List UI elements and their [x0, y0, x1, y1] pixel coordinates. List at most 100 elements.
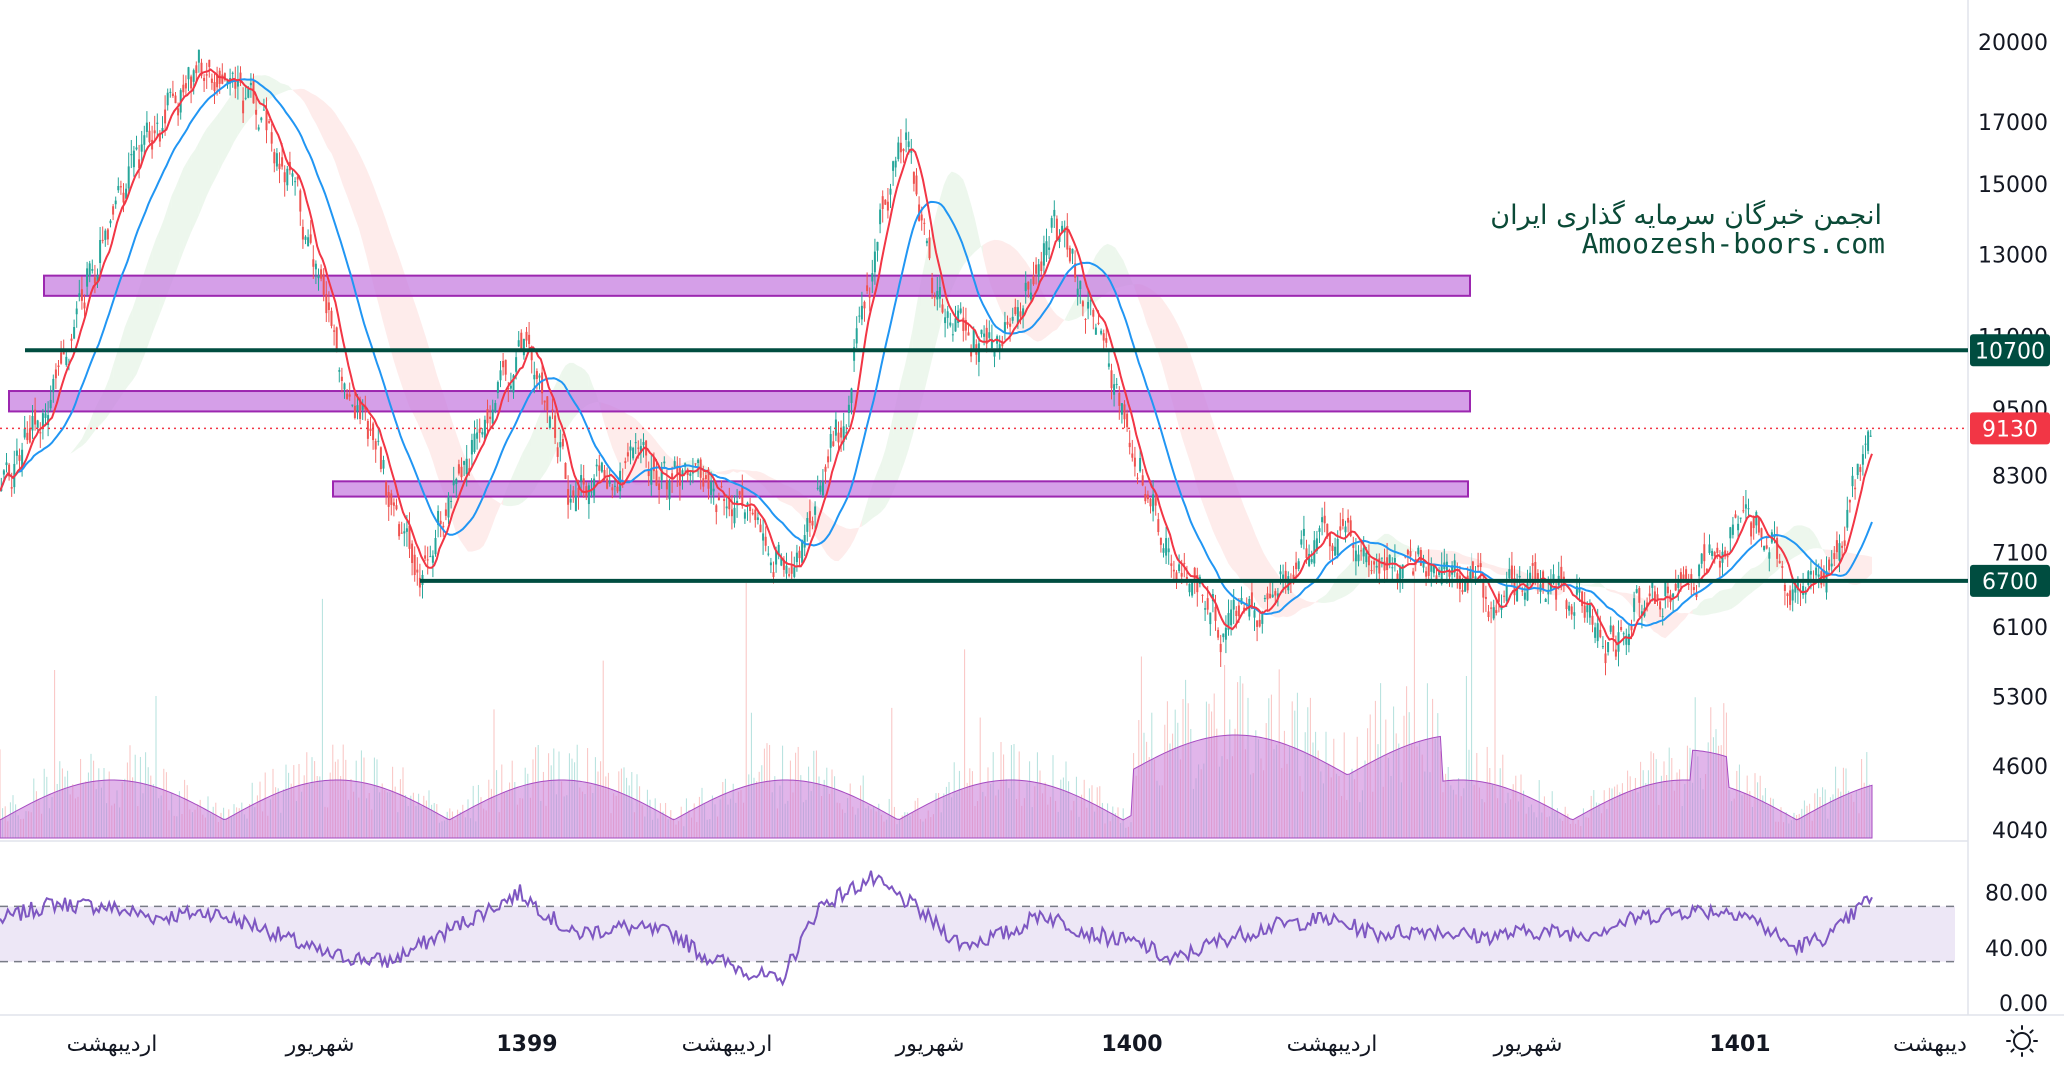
cloud-segment — [1251, 525, 1256, 601]
candle-body — [600, 462, 603, 472]
candle-body — [1006, 321, 1009, 325]
cloud-segment — [1727, 588, 1732, 611]
candle-body — [1438, 570, 1441, 575]
sun-gear-icon[interactable] — [2006, 1025, 2038, 1057]
cloud-segment — [1302, 598, 1307, 609]
candle-body — [283, 172, 286, 183]
cloud-segment — [955, 172, 960, 281]
candle-body — [208, 59, 211, 67]
candle-body — [1817, 574, 1820, 577]
candle-body — [1690, 574, 1693, 581]
candle-body — [390, 493, 393, 505]
cloud-segment — [214, 113, 219, 181]
cloud-segment — [1201, 385, 1206, 511]
candle-body — [1861, 454, 1864, 465]
candle-body — [112, 206, 115, 215]
candle-body — [21, 449, 24, 469]
candle-body — [403, 531, 406, 534]
candle-body — [962, 317, 965, 331]
cloud-segment — [928, 229, 933, 376]
candle-body — [1162, 548, 1165, 553]
cloud-segment — [850, 528, 855, 547]
candle-body — [702, 478, 705, 487]
price-badge-label: 6700 — [1982, 570, 2038, 595]
candle-body — [1854, 487, 1857, 490]
cloud-segment — [1790, 526, 1794, 561]
price-tick-label: 7100 — [1992, 541, 2048, 566]
cloud-segment — [159, 219, 164, 315]
cloud-segment — [1177, 324, 1182, 437]
cloud-segment — [1489, 564, 1494, 572]
cloud-segment — [1326, 589, 1330, 603]
cloud-segment — [195, 142, 199, 224]
candle-body — [1869, 435, 1872, 437]
cloud-segment — [1154, 291, 1159, 354]
candle-body — [317, 275, 320, 279]
cloud-segment — [397, 253, 402, 386]
candle-body — [1061, 225, 1064, 233]
candle-body — [166, 92, 169, 106]
candle-body — [1144, 494, 1147, 502]
candle-body — [145, 122, 148, 132]
price-tick-label: 15000 — [1978, 173, 2048, 198]
candle-body — [1305, 548, 1308, 559]
candle-body — [741, 487, 744, 506]
candle-body — [1360, 550, 1363, 552]
cloud-segment — [1427, 549, 1432, 563]
cloud-segment — [417, 310, 422, 432]
candle-body — [18, 455, 21, 461]
candle-body — [1310, 559, 1313, 563]
candle-body — [47, 415, 50, 425]
cloud-segment — [834, 522, 839, 562]
candle-body — [1087, 301, 1090, 309]
candle-body — [933, 296, 936, 298]
time-tick-label: 1401 — [1709, 1032, 1770, 1057]
cloud-segment — [947, 171, 952, 301]
cloud-segment — [620, 409, 624, 474]
candle-body — [837, 432, 840, 443]
rsi-axis[interactable]: 0.00 40.00 80.00 — [1985, 882, 2048, 1017]
cloud-segment — [1041, 289, 1046, 341]
candle-body — [457, 464, 460, 474]
candle-body — [1081, 301, 1084, 307]
candle-body — [720, 486, 723, 488]
cloud-segment — [1482, 561, 1486, 568]
candle-body — [899, 142, 902, 153]
time-tick-label: اردیبهشت — [1287, 1032, 1378, 1057]
cloud-segment — [1778, 535, 1783, 570]
cloud-segment — [678, 463, 683, 467]
cloud-segment — [483, 490, 488, 546]
cloud-segment — [1267, 559, 1272, 616]
candle-body — [1092, 309, 1095, 317]
candle-body — [1451, 565, 1454, 575]
candle-body — [1230, 609, 1233, 626]
candle-body — [41, 413, 44, 427]
cloud-segment — [1446, 550, 1451, 565]
candle-body — [1331, 545, 1334, 551]
cloud-segment — [1579, 582, 1584, 586]
candle-body — [598, 465, 601, 471]
cloud-segment — [124, 317, 129, 391]
candle-body — [265, 110, 268, 131]
candle-body — [255, 109, 258, 115]
cloud-segment — [468, 465, 472, 552]
candle-body — [296, 176, 299, 180]
support-resistance-zones — [8, 274, 1471, 498]
time-axis[interactable]: اردیبهشت شهریور 1399 اردیبهشت شهریور 1400 اردی… — [67, 1032, 1967, 1057]
cloud-segment — [1622, 592, 1627, 600]
cloud-segment — [542, 404, 546, 477]
rsi-tick-label: 0.00 — [1999, 992, 2048, 1017]
cloud-segment — [1614, 590, 1619, 595]
cloud-segment — [908, 328, 913, 450]
candle-body — [1809, 571, 1812, 575]
candle-body — [957, 310, 960, 323]
candle-body — [715, 505, 718, 513]
candle-body — [1427, 562, 1430, 576]
candle-body — [174, 95, 177, 104]
candle-body — [1781, 566, 1784, 568]
candle-body — [1685, 569, 1688, 580]
candle-body — [1516, 588, 1519, 602]
time-tick-label: دیبهشت — [1893, 1032, 1967, 1057]
cloud-segment — [1661, 607, 1666, 639]
